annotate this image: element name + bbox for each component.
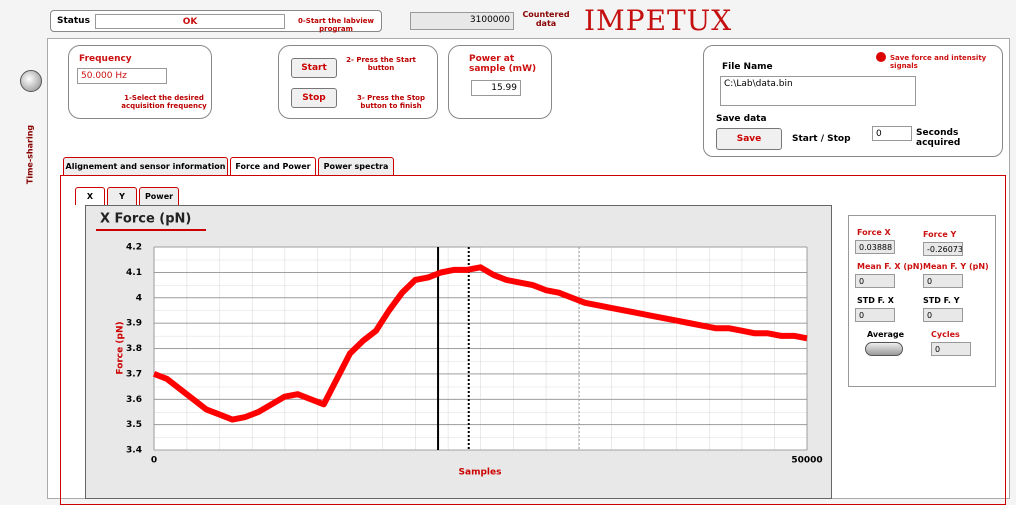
y-tick-label: 3.8 <box>126 344 142 354</box>
file-path[interactable]: C:\Lab\data.bin <box>720 76 916 106</box>
y-tick-label: 3.9 <box>126 319 142 329</box>
save-label: Save data <box>716 114 767 124</box>
file-label: File Name <box>722 62 773 72</box>
force-x: 0.03888 <box>855 240 895 254</box>
force-y: -0.26073 <box>923 242 963 256</box>
force-y-label: Force Y <box>923 230 956 239</box>
brand: IMPETUX <box>584 4 732 37</box>
std-y: 0 <box>923 308 963 322</box>
stop-button[interactable]: Stop <box>291 88 337 108</box>
start-hint: 2- Press the Start button <box>341 56 421 72</box>
average-toggle[interactable] <box>865 342 903 356</box>
force-x-label: Force X <box>857 228 891 237</box>
signals-label: Save force and intensity signals <box>890 54 1002 70</box>
y-tick-label: 3.7 <box>126 369 142 379</box>
tab[interactable]: X <box>75 187 105 205</box>
save-button[interactable]: Save <box>716 128 782 150</box>
x-tick-label: 50000 <box>791 456 822 466</box>
power-label: Power at sample (mW) <box>469 54 539 74</box>
tab[interactable]: Power <box>139 187 179 205</box>
y-tick-label: 4.2 <box>126 243 142 253</box>
file-panel: Save force and intensity signals File Na… <box>703 45 1003 157</box>
page: Status OK 0-Start the labview program 31… <box>0 0 1016 499</box>
y-axis-label: Force (pN) <box>116 321 126 374</box>
seconds-value: 0 <box>872 126 912 141</box>
power-panel: Power at sample (mW) 15.99 <box>448 45 552 119</box>
tab[interactable]: Alignement and sensor information <box>63 157 228 175</box>
y-tick-label: 3.6 <box>126 395 142 405</box>
mean-y: 0 <box>923 274 963 288</box>
x-tick-label: 0 <box>151 456 157 466</box>
stats-panel: Force X 0.03888 Force Y -0.26073 Mean F.… <box>848 215 996 387</box>
std-x: 0 <box>855 308 895 322</box>
y-tick-label: 4 <box>136 293 142 303</box>
counter-value: 3100000 <box>410 12 514 30</box>
signals-indicator <box>876 52 886 62</box>
x-axis-label: Samples <box>459 468 502 478</box>
frequency-hint: 1-Select the desired acquisition frequen… <box>119 94 209 110</box>
chart-title: X Force (pN) <box>100 212 191 227</box>
status-bar: Status OK 0-Start the labview program <box>50 10 382 32</box>
cycles-label: Cycles <box>931 330 960 339</box>
frequency-panel: Frequency 50.000 Hz 1-Select the desired… <box>68 45 212 119</box>
status-value: OK <box>95 14 285 29</box>
chart: X Force (pN) Samples Force (pN) 3.4 3.5 3.… <box>86 206 831 498</box>
std-x-label: STD F. X <box>857 296 894 305</box>
run-panel: Start 2- Press the Start button Stop 3- … <box>278 45 438 119</box>
mean-x-label: Mean F. X (pN) <box>857 262 923 271</box>
side-label: Time-sharing <box>26 115 35 195</box>
stop-hint: 3- Press the Stop button to finish <box>349 94 433 110</box>
average-label: Average <box>867 330 904 339</box>
seconds-label: Seconds acquired <box>916 128 1002 148</box>
tab[interactable]: Y <box>107 187 137 205</box>
chart-panel: X Force (pN) Samples Force (pN) 3.4 3.5 3.… <box>85 205 832 499</box>
y-tick-label: 3.4 <box>126 446 142 456</box>
y-tick-label: 3.5 <box>126 420 142 430</box>
status-hint: 0-Start the labview program <box>291 17 381 33</box>
time-sharing-toggle[interactable] <box>20 70 42 92</box>
tab[interactable]: Force and Power <box>230 157 316 175</box>
mean-x: 0 <box>855 274 895 288</box>
cycles: 0 <box>931 342 971 356</box>
frequency-label: Frequency <box>79 54 132 64</box>
counter-label: Countered data <box>520 10 572 28</box>
status-label: Status <box>57 16 90 26</box>
y-tick-label: 4.1 <box>126 268 142 278</box>
tab[interactable]: Power spectra <box>318 157 394 175</box>
start-stop-label: Start / Stop <box>792 134 851 144</box>
std-y-label: STD F. Y <box>923 296 960 305</box>
mean-y-label: Mean F. Y (pN) <box>923 262 989 271</box>
power-value: 15.99 <box>471 80 521 96</box>
start-button[interactable]: Start <box>291 58 337 78</box>
frequency-select[interactable]: 50.000 Hz <box>77 68 167 84</box>
